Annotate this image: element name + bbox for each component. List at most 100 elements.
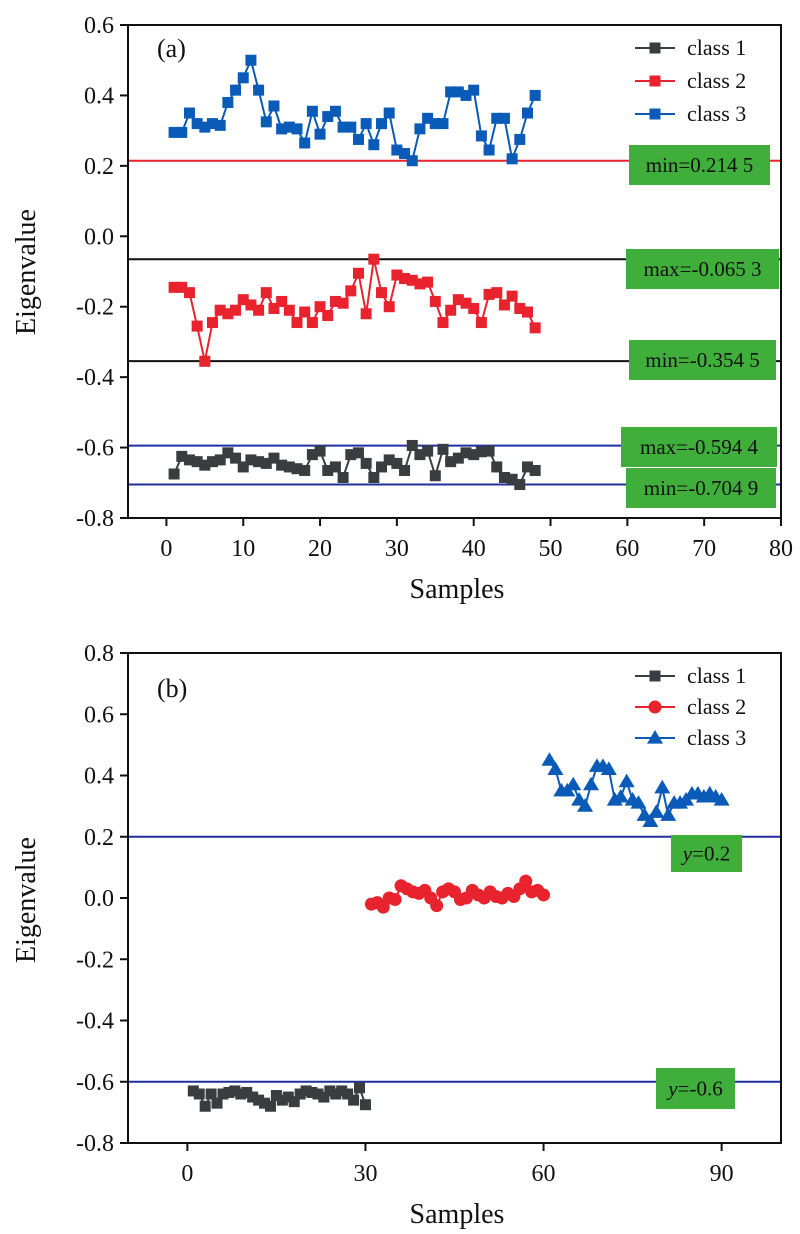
data-point [514, 479, 526, 491]
data-point [498, 472, 510, 484]
x-tick-label: 20 [308, 536, 332, 562]
data-point [406, 274, 418, 286]
data-point [268, 100, 280, 112]
legend-marker [649, 670, 661, 682]
y-tick-label: -0.4 [76, 1009, 114, 1035]
data-point [376, 118, 388, 130]
data-point [237, 461, 249, 473]
data-point [352, 267, 364, 279]
y-tick-label: 0.2 [84, 825, 114, 851]
data-point [329, 295, 341, 307]
data-point [291, 123, 303, 135]
data-point [299, 137, 311, 149]
data-point [475, 130, 487, 142]
data-point [214, 304, 226, 316]
data-point [268, 302, 280, 314]
data-point [306, 105, 318, 117]
data-point [445, 304, 457, 316]
data-point [168, 281, 180, 293]
data-point [299, 464, 311, 476]
legend-marker [648, 700, 662, 714]
data-point [230, 452, 242, 464]
data-point [337, 297, 349, 309]
data-point [352, 447, 364, 459]
y-tick-label: -0.2 [76, 295, 114, 321]
x-tick-label: 10 [231, 536, 255, 562]
data-point [217, 1088, 229, 1100]
panel-b-y-axis-title: Eigenvalue [11, 837, 42, 963]
series-line-class-3 [174, 57, 537, 163]
data-point [230, 304, 242, 316]
data-point [475, 446, 487, 458]
x-tick-label: 0 [160, 536, 172, 562]
data-point [376, 900, 390, 914]
data-point [475, 317, 487, 329]
data-point [205, 1088, 217, 1100]
y-tick-label: -0.6 [76, 436, 114, 462]
data-point [336, 1085, 348, 1097]
data-point [491, 287, 503, 299]
data-point [354, 1082, 366, 1094]
x-tick-label: 50 [539, 536, 563, 562]
data-point [359, 1099, 371, 1111]
data-point [329, 461, 341, 473]
annotation-label: min=0.214 5 [646, 153, 754, 177]
data-point [191, 456, 203, 468]
plot-frame [127, 24, 782, 519]
data-point [337, 472, 349, 484]
annotation-label: y=-0.6 [666, 1077, 722, 1101]
data-point [529, 89, 541, 101]
data-point [360, 118, 372, 130]
data-point [283, 304, 295, 316]
data-point [222, 308, 234, 320]
data-point [600, 761, 617, 775]
data-point [383, 301, 395, 313]
data-point [630, 795, 647, 809]
data-point [345, 285, 357, 297]
data-point [260, 287, 272, 299]
data-point [193, 1088, 205, 1100]
data-point [483, 445, 495, 457]
data-point [337, 121, 349, 133]
data-point [247, 1091, 259, 1103]
data-point [521, 107, 533, 119]
data-point [345, 121, 357, 133]
data-point [199, 459, 211, 471]
data-point [713, 792, 730, 806]
data-point [383, 107, 395, 119]
data-point [176, 450, 188, 462]
y-tick-label: 0.0 [84, 886, 114, 912]
data-point [294, 1088, 306, 1100]
data-point [654, 779, 671, 794]
data-point [547, 761, 564, 775]
data-point [183, 454, 195, 466]
legend-marker [649, 108, 661, 120]
data-point [445, 456, 457, 468]
legend-marker [647, 730, 663, 744]
data-point [276, 123, 288, 135]
data-point [259, 1097, 271, 1109]
data-point [237, 294, 249, 306]
data-point [399, 148, 411, 160]
data-point [199, 121, 211, 133]
data-point [388, 893, 402, 907]
data-point [491, 112, 503, 124]
legend-label: class 3 [687, 725, 746, 750]
data-point [283, 461, 295, 473]
annotation-box [629, 340, 776, 380]
data-point [306, 1086, 318, 1098]
data-point [583, 776, 600, 791]
data-point [283, 121, 295, 133]
data-point [460, 447, 472, 459]
data-point [376, 287, 388, 299]
data-point [437, 118, 449, 130]
annotation-label: min=-0.354 5 [645, 348, 760, 372]
data-point [529, 322, 541, 334]
x-tick-label: 80 [769, 536, 793, 562]
data-point [241, 1086, 253, 1098]
panel-a-label: (a) [157, 34, 186, 63]
data-point [414, 278, 426, 290]
data-point [222, 447, 234, 459]
y-tick-label: 0.0 [84, 224, 114, 250]
data-point [306, 449, 318, 461]
